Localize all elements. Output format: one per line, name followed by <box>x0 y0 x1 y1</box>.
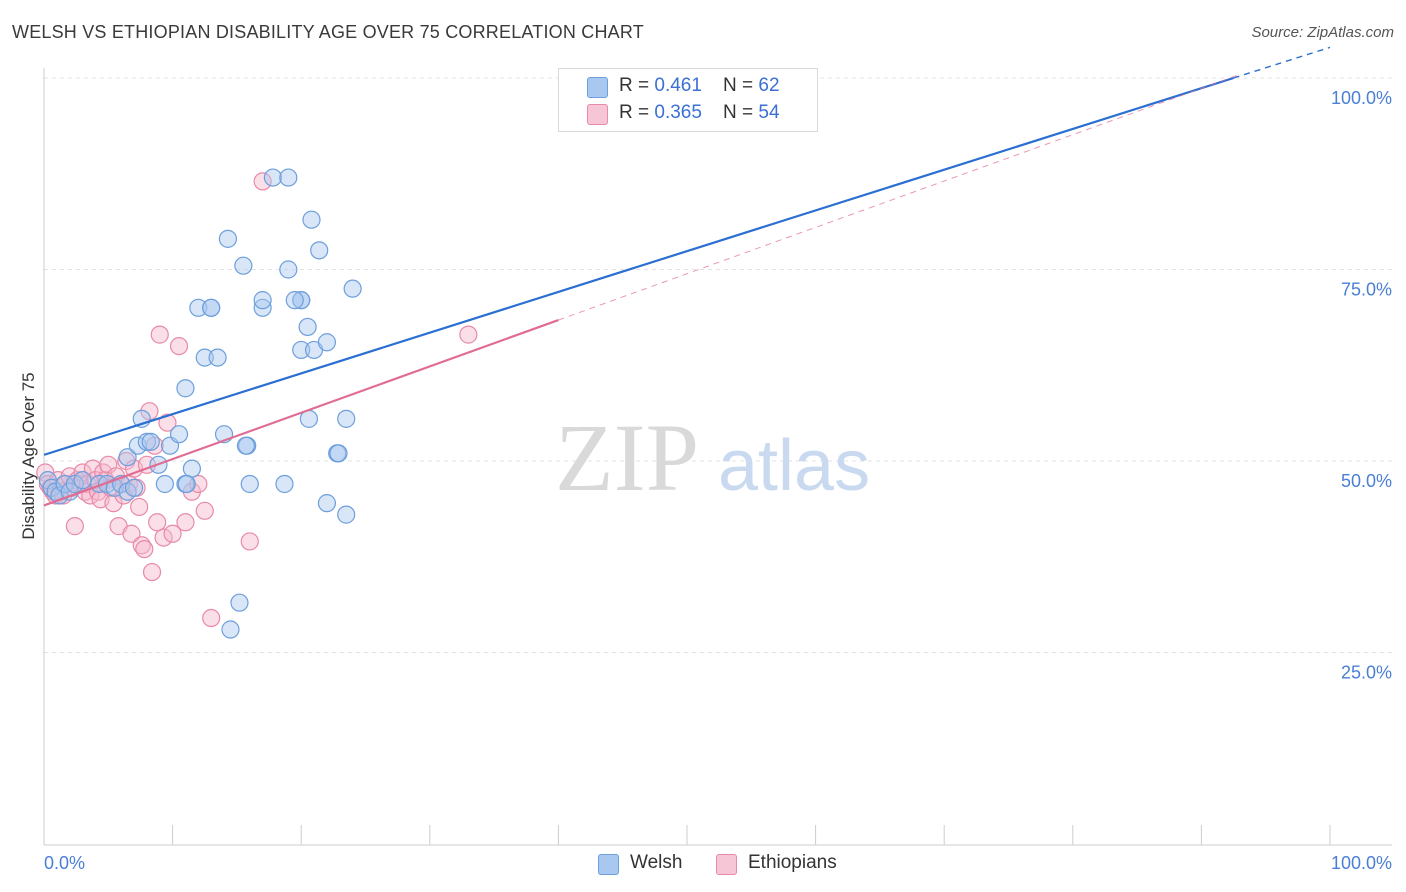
ethiopians-legend-label: Ethiopians <box>748 852 837 873</box>
welsh-point <box>195 348 214 367</box>
welsh-point <box>310 241 329 260</box>
eth-n-value: 54 <box>758 102 780 123</box>
welsh-point <box>234 256 253 275</box>
welsh-point <box>230 593 249 612</box>
ethiopians-point <box>135 539 154 559</box>
welsh-point <box>221 620 240 639</box>
welsh-trend-extension <box>1233 46 1331 79</box>
correlation-legend: R = 0.461 N = 62 R = 0.365 N = 54 <box>558 68 818 132</box>
ethiopians-point <box>176 513 195 532</box>
ethiopians-point <box>195 501 214 520</box>
y-tick-label-50: 50.0% <box>1341 471 1392 491</box>
grid-lines <box>44 77 1392 653</box>
ethiopians-point <box>150 325 169 344</box>
ethiopians-point <box>83 459 102 478</box>
trend-lines <box>43 46 1331 507</box>
welsh-point <box>182 459 201 478</box>
welsh-point <box>118 448 137 467</box>
welsh-point <box>253 298 272 317</box>
welsh-points <box>38 168 362 639</box>
welsh-legend-swatch <box>598 854 619 875</box>
ethiopians-point <box>104 494 123 513</box>
ethiopians-point <box>158 413 177 432</box>
welsh-point <box>169 425 189 444</box>
welsh-point <box>285 291 304 310</box>
ethiopians-point <box>122 524 141 543</box>
welsh-point <box>343 279 362 298</box>
y-tick-labels: 25.0% 50.0% 75.0% 100.0% <box>1331 88 1392 683</box>
welsh-point <box>279 168 298 187</box>
y-tick-label-75: 75.0% <box>1341 280 1392 300</box>
watermark-zip: ZIP <box>555 404 699 511</box>
eth-n-label: N = <box>723 102 759 123</box>
watermark-atlas: atlas <box>718 426 870 506</box>
ethiopians-point <box>130 497 149 517</box>
welsh-point <box>240 474 259 494</box>
welsh-point <box>218 229 237 248</box>
welsh-point <box>137 432 156 451</box>
eth-r-label: R = <box>619 102 655 123</box>
axes <box>43 68 1392 846</box>
welsh-point <box>279 260 298 279</box>
ethiopians-point <box>142 562 162 582</box>
welsh-point <box>298 317 317 337</box>
eth-r-value: 0.365 <box>654 102 702 123</box>
ethiopians-swatch <box>587 104 608 125</box>
x-tick-label-min: 0.0% <box>44 853 85 873</box>
welsh-swatch <box>587 77 608 98</box>
welsh-point <box>329 444 348 463</box>
ethiopians-point <box>253 172 272 191</box>
ethiopians-point <box>459 325 478 344</box>
y-axis-label: Disability Age Over 75 <box>19 372 38 539</box>
welsh-point <box>202 298 221 317</box>
welsh-point <box>292 291 311 310</box>
ethiopians-point <box>169 337 189 356</box>
source-credit: Source: ZipAtlas.com <box>1251 24 1394 41</box>
welsh-point <box>253 291 272 310</box>
ethiopians-point <box>202 608 221 628</box>
welsh-point <box>141 432 160 451</box>
ethiopians-point <box>154 528 173 547</box>
welsh-n-label: N = <box>723 75 759 96</box>
x-tick-label-max: 100.0% <box>1331 853 1392 873</box>
welsh-point <box>317 333 337 352</box>
ethiopians-point <box>140 402 159 421</box>
welsh-point <box>302 210 321 229</box>
y-tick-label-25: 25.0% <box>1341 663 1392 683</box>
welsh-point <box>155 474 174 494</box>
ethiopians-point <box>65 517 84 536</box>
ethiopians-points <box>36 172 478 628</box>
welsh-point <box>50 486 69 505</box>
welsh-trend-line <box>43 76 1234 456</box>
welsh-point <box>236 436 256 455</box>
welsh-point <box>337 409 356 428</box>
welsh-point <box>177 474 196 494</box>
welsh-point <box>275 474 294 494</box>
welsh-point <box>124 478 144 497</box>
y-tick-label-100: 100.0% <box>1331 88 1392 108</box>
welsh-point <box>189 298 208 317</box>
welsh-point <box>292 340 311 360</box>
welsh-n-value: 62 <box>758 75 780 96</box>
ethiopians-point <box>148 513 167 532</box>
welsh-point <box>176 379 195 398</box>
welsh-r-value: 0.461 <box>654 75 702 96</box>
welsh-r-label: R = <box>619 75 655 96</box>
chart-title: WELSH VS ETHIOPIAN DISABILITY AGE OVER 7… <box>12 22 644 42</box>
welsh-point <box>317 494 337 513</box>
welsh-legend-label: Welsh <box>630 852 683 873</box>
ethiopians-trend-line <box>43 319 559 507</box>
ethiopians-point <box>163 524 182 543</box>
welsh-point <box>263 168 283 187</box>
ethiopians-point <box>240 532 259 551</box>
welsh-point <box>90 474 109 494</box>
welsh-point <box>73 471 92 490</box>
welsh-point <box>208 348 227 367</box>
ethiopians-legend-swatch <box>716 854 737 875</box>
welsh-point <box>337 505 356 524</box>
